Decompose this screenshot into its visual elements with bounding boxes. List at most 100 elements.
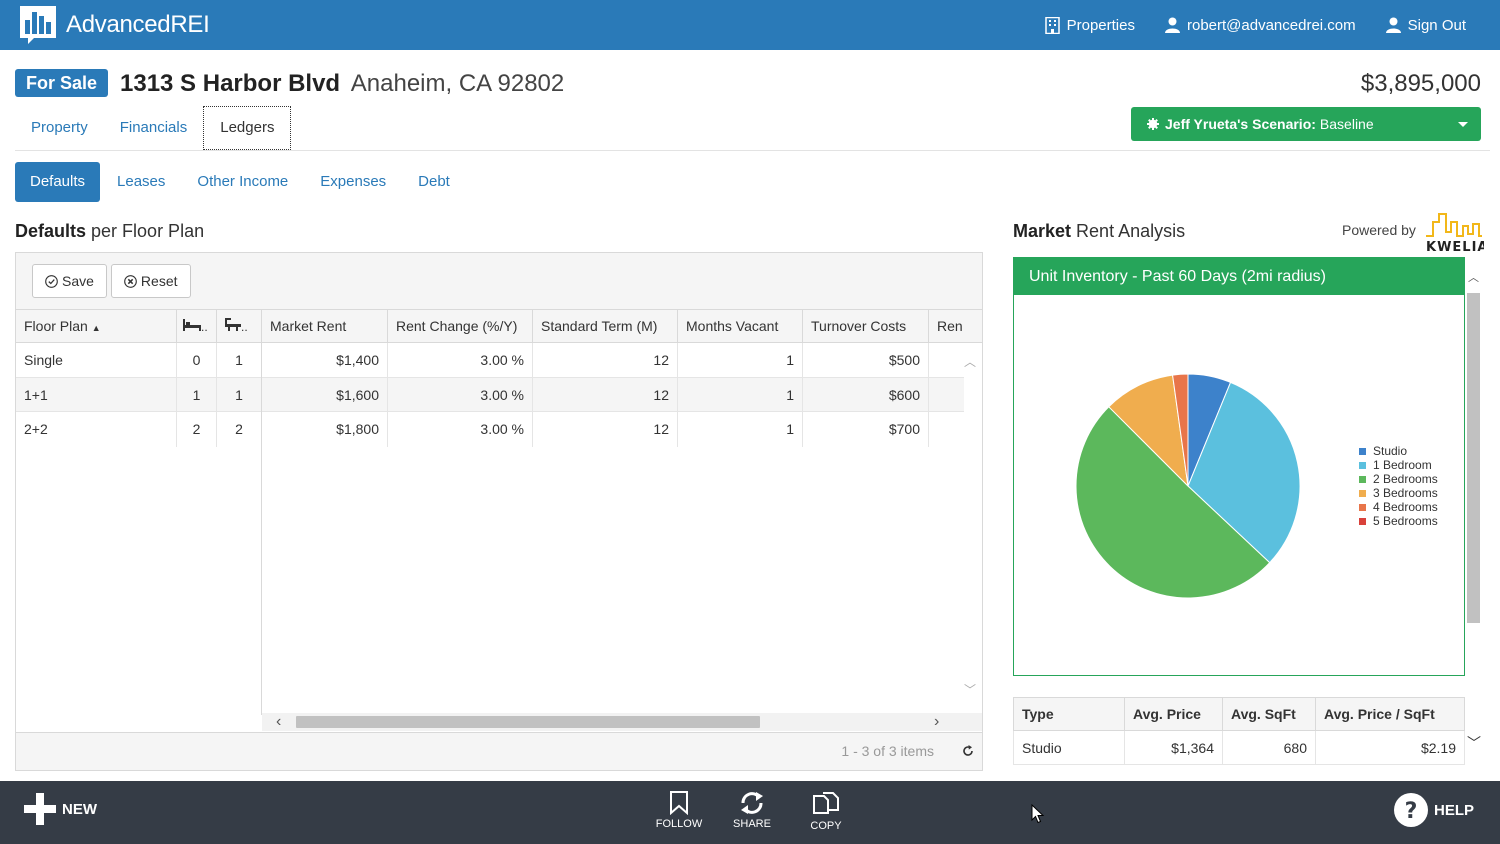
tab-property[interactable]: Property — [31, 119, 88, 136]
share-button[interactable]: SHARE — [722, 791, 782, 830]
cell-floor-plan[interactable]: Single — [16, 343, 177, 377]
cell-truncated[interactable] — [929, 378, 964, 412]
property-city: Anaheim, CA 92802 — [350, 70, 565, 97]
tab-financials[interactable]: Financials — [119, 119, 188, 136]
vertical-scrollbar[interactable]: ︿ ﹀ — [1466, 265, 1481, 760]
copy-button[interactable]: COPY — [796, 791, 856, 832]
market-col-type[interactable]: Type — [1013, 697, 1125, 731]
brand[interactable]: AdvancedREI — [20, 6, 210, 44]
cell-beds[interactable]: 1 — [177, 377, 217, 411]
nav-signout-label: Sign Out — [1407, 16, 1466, 34]
scenario-dropdown[interactable]: Jeff Yrueta's Scenario: Baseline — [1131, 107, 1481, 141]
unit-inventory-panel: Unit Inventory - Past 60 Days (2mi radiu… — [1013, 257, 1465, 676]
column-header-turnover-costs[interactable]: Turnover Costs — [803, 310, 929, 342]
chevron-up-icon[interactable]: ︿ — [1468, 272, 1479, 284]
powered-by-label: Powered by — [1342, 222, 1416, 238]
cell-rent-change[interactable]: 3.00 % — [388, 412, 533, 447]
market-col-avg-ppsf[interactable]: Avg. Price / SqFt — [1315, 697, 1465, 731]
refresh-icon[interactable] — [962, 745, 974, 757]
cell-turnover-costs[interactable]: $600 — [803, 377, 929, 411]
market-col-avg-sqft[interactable]: Avg. SqFt — [1222, 697, 1316, 731]
column-header-standard-term[interactable]: Standard Term (M) — [533, 310, 678, 342]
legend-item[interactable]: 2 Bedrooms — [1359, 472, 1438, 486]
cell-turnover-costs[interactable]: $700 — [803, 412, 929, 447]
cell-standard-term[interactable]: 12 — [533, 377, 678, 411]
chevron-right-icon[interactable]: › — [934, 713, 940, 730]
grid-pager: 1 - 3 of 3 items — [16, 732, 982, 770]
table-row[interactable]: 1+1 1 1 $1,600 3.00 % 12 1 $600 — [16, 377, 964, 412]
legend-item[interactable]: 1 Bedroom — [1359, 458, 1438, 472]
cell-floor-plan[interactable]: 2+2 — [16, 412, 177, 447]
nav-properties[interactable]: Properties — [1044, 16, 1135, 34]
legend-item[interactable]: 3 Bedrooms — [1359, 486, 1438, 500]
cell-standard-term[interactable]: 12 — [533, 343, 678, 377]
property-street: 1313 S Harbor Blvd — [120, 70, 341, 97]
cell-truncated[interactable] — [929, 412, 964, 447]
legend-swatch — [1359, 461, 1366, 469]
nav-user[interactable]: robert@advancedrei.com — [1164, 17, 1356, 34]
cell-market-rent[interactable]: $1,400 — [262, 343, 388, 377]
table-row[interactable]: Studio $1,364 680 $2.19 — [1013, 730, 1465, 765]
column-header-floor-plan[interactable]: Floor Plan ▲ — [16, 310, 177, 342]
scrollbar-thumb[interactable] — [296, 716, 760, 728]
table-row[interactable]: 2+2 2 2 $1,800 3.00 % 12 1 $700 — [16, 412, 964, 447]
help-button[interactable]: ? HELP — [1393, 793, 1474, 827]
legend-item[interactable]: 4 Bedrooms — [1359, 500, 1438, 514]
cell-baths[interactable]: 1 — [217, 343, 262, 377]
save-button[interactable]: Save — [32, 264, 107, 298]
cell-standard-term[interactable]: 12 — [533, 412, 678, 447]
cell-beds[interactable]: 0 — [177, 343, 217, 377]
horizontal-scrollbar[interactable]: ‹ › — [262, 713, 982, 731]
cell-months-vacant[interactable]: 1 — [678, 412, 803, 447]
subtab-leases[interactable]: Leases — [117, 173, 166, 190]
cell-months-vacant[interactable]: 1 — [678, 343, 803, 377]
column-header-rent-change[interactable]: Rent Change (%/Y) — [388, 310, 533, 342]
cell-market-rent[interactable]: $1,800 — [262, 412, 388, 447]
scrollbar-thumb[interactable] — [1467, 293, 1480, 623]
subtab-debt[interactable]: Debt — [418, 173, 450, 190]
cell-rent-change[interactable]: 3.00 % — [388, 377, 533, 411]
column-header-truncated[interactable]: Ren — [937, 318, 963, 334]
cell-truncated[interactable] — [929, 343, 964, 377]
column-header-bathrooms[interactable]: .. — [217, 310, 262, 342]
column-header-months-vacant[interactable]: Months Vacant — [678, 310, 803, 342]
column-header-bedrooms[interactable]: .. — [177, 310, 217, 342]
nav-signout[interactable]: Sign Out — [1385, 16, 1466, 34]
cell-baths[interactable]: 1 — [217, 377, 262, 411]
cell-rent-change[interactable]: 3.00 % — [388, 343, 533, 377]
pie-slice-4-bedrooms[interactable] — [1172, 373, 1189, 487]
reset-button[interactable]: Reset — [110, 264, 191, 298]
pie-slice-3-bedrooms[interactable] — [1108, 374, 1189, 488]
cell-market-rent[interactable]: $1,600 — [262, 377, 388, 411]
cell-months-vacant[interactable]: 1 — [678, 377, 803, 411]
subtab-defaults[interactable]: Defaults — [15, 162, 101, 202]
bed-icon — [183, 319, 201, 331]
market-col-avg-price[interactable]: Avg. Price — [1124, 697, 1223, 731]
legend-label: 3 Bedrooms — [1373, 486, 1438, 500]
chevron-up-icon[interactable]: ︿ — [963, 355, 976, 369]
share-label: SHARE — [733, 818, 771, 830]
table-row[interactable]: Single 0 1 $1,400 3.00 % 12 1 $500 — [16, 343, 964, 378]
tab-ledgers[interactable]: Ledgers — [203, 106, 292, 150]
chart-legend: Studio 1 Bedroom 2 Bedrooms 3 Bedrooms 4 Bed… — [1359, 444, 1438, 528]
column-header-market-rent[interactable]: Market Rent — [262, 310, 388, 342]
legend-item[interactable]: 5 Bedrooms — [1359, 514, 1438, 528]
defaults-title-bold: Defaults — [15, 221, 87, 241]
subtab-expenses[interactable]: Expenses — [320, 173, 387, 190]
cell-turnover-costs[interactable]: $500 — [803, 343, 929, 377]
legend-item[interactable]: Studio — [1359, 444, 1438, 458]
chevron-down-icon[interactable]: ﹀ — [1467, 735, 1481, 751]
cell-baths[interactable]: 2 — [217, 412, 262, 447]
pie-slice-1-bedroom[interactable] — [1187, 381, 1301, 564]
chevron-down-icon[interactable]: ﹀ — [963, 683, 976, 697]
locked-column-divider — [261, 343, 262, 715]
chevron-left-icon[interactable]: ‹ — [276, 713, 282, 730]
cell-beds[interactable]: 2 — [177, 412, 217, 447]
pie-slice-2-bedrooms[interactable] — [1075, 406, 1271, 599]
property-price: $3,895,000 — [1360, 70, 1481, 97]
defaults-title: Defaults per Floor Plan — [15, 221, 204, 242]
follow-button[interactable]: FOLLOW — [649, 791, 709, 830]
new-button[interactable]: NEW — [24, 793, 97, 825]
subtab-other-income[interactable]: Other Income — [197, 173, 289, 190]
cell-floor-plan[interactable]: 1+1 — [16, 377, 177, 411]
